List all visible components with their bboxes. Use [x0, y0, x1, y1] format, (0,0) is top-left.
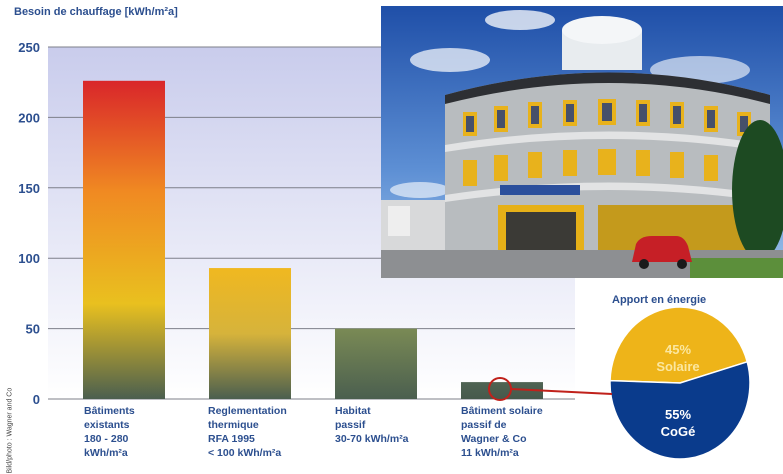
pie-slice	[609, 306, 749, 384]
round-office-building-photo	[381, 6, 783, 278]
category-line: existants	[84, 419, 130, 431]
bar	[83, 80, 165, 400]
slice-name: Solaire	[656, 359, 700, 374]
category-line: 11 kWh/m²a	[461, 447, 519, 459]
y-tick-label: 100	[18, 251, 40, 266]
bar	[335, 328, 417, 399]
category-line: passif de	[461, 419, 507, 431]
category-line: Bâtiment solaire	[461, 405, 543, 417]
connector-line	[510, 388, 613, 395]
bars	[83, 80, 543, 400]
pie-slice	[609, 360, 751, 460]
category-line: 180 - 280	[84, 433, 129, 445]
y-tick-label: 200	[18, 110, 40, 125]
category-line: kWh/m²a	[84, 447, 128, 459]
category-line: passif	[335, 419, 366, 431]
category-label-passive: Habitat passif 30-70 kWh/m²a	[335, 404, 409, 446]
y-axis-label: Besoin de chauffage [kWh/m²a]	[14, 6, 178, 18]
category-line: 30-70 kWh/m²a	[335, 433, 409, 445]
slice-value: 55%	[664, 407, 692, 422]
category-line: thermique	[208, 419, 259, 431]
y-tick-label: 0	[33, 392, 40, 407]
pie-label-solaire: 45% Solaire	[638, 341, 718, 375]
slice-name: CoGé	[660, 424, 696, 439]
category-label-existing: Bâtiments existants 180 - 280 kWh/m²a	[84, 404, 135, 460]
bar	[461, 382, 543, 399]
energy-pie-chart	[609, 306, 751, 460]
category-line: Reglementation	[208, 405, 287, 417]
category-line: Bâtiments	[84, 405, 135, 417]
category-line: < 100 kWh/m²a	[208, 447, 282, 459]
y-tick-label: 250	[18, 40, 40, 55]
category-label-wagner: Bâtiment solaire passif de Wagner & Co 1…	[461, 404, 543, 460]
pie-label-coge: 55% CoGé	[638, 406, 718, 440]
y-axis-ticks: 0 50 100 150 200 250	[18, 40, 40, 407]
category-line: Wagner & Co	[461, 433, 527, 445]
y-tick-label: 150	[18, 181, 40, 196]
bar	[209, 268, 291, 399]
pie-title: Apport en énergie	[612, 294, 707, 306]
y-tick-label: 50	[26, 322, 40, 337]
slice-value: 45%	[664, 342, 692, 357]
photo-credit: Bild/photo : Wagner and Co	[6, 387, 14, 474]
category-line: RFA 1995	[208, 433, 255, 445]
category-line: Habitat	[335, 405, 371, 417]
category-label-rt1995: Reglementation thermique RFA 1995 < 100 …	[208, 404, 287, 460]
